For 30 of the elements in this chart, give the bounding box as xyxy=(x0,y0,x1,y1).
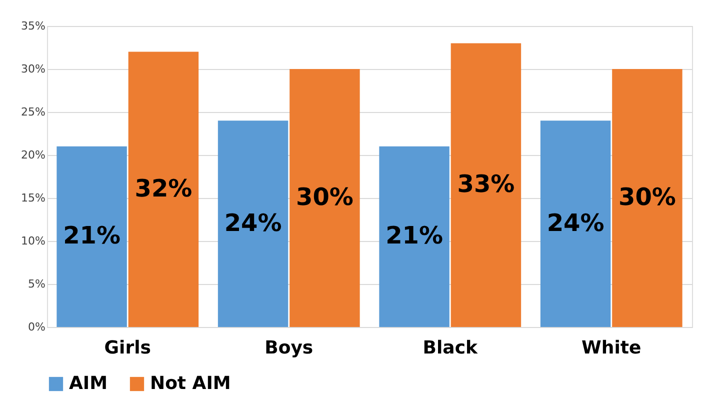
x-tick-label: Girls xyxy=(104,338,151,358)
data-label: 24% xyxy=(546,208,604,237)
bar xyxy=(218,120,288,327)
y-tick-label: 35% xyxy=(21,20,46,32)
legend-label: AIM xyxy=(69,373,108,394)
y-tick-label: 15% xyxy=(21,192,46,204)
legend-label: Not AIM xyxy=(150,373,231,394)
y-tick-label: 30% xyxy=(21,62,46,76)
y-tick-label: 25% xyxy=(21,106,46,118)
x-tick-label: White xyxy=(582,338,642,358)
data-label: 30% xyxy=(618,183,676,211)
y-tick-label: 0% xyxy=(28,320,46,334)
y-tick-label: 5% xyxy=(28,278,46,290)
data-label: 21% xyxy=(386,222,444,250)
bar xyxy=(379,146,450,327)
y-tick-label: 10% xyxy=(21,234,46,248)
x-tick-label: Black xyxy=(422,338,478,358)
bar xyxy=(56,146,127,327)
data-label: 32% xyxy=(134,174,192,202)
bar xyxy=(128,52,199,327)
bar xyxy=(540,120,611,327)
x-tick-label: Boys xyxy=(264,338,314,358)
y-tick-label: 20% xyxy=(21,148,46,162)
bar xyxy=(290,69,360,327)
bar xyxy=(612,69,682,327)
data-label: 30% xyxy=(296,183,354,211)
data-label: 33% xyxy=(457,170,515,198)
bar xyxy=(450,43,522,327)
data-label: 24% xyxy=(224,208,282,237)
data-label: 21% xyxy=(63,222,121,250)
